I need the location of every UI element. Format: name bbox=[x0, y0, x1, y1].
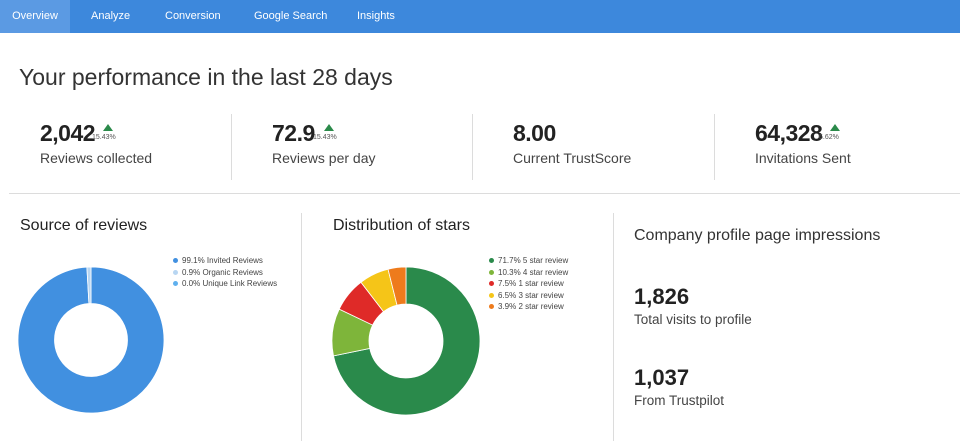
stars-slice-5-star-review bbox=[333, 267, 480, 415]
stars-legend-label: 71.7% 5 star review bbox=[498, 256, 569, 265]
trend-up-icon bbox=[324, 124, 334, 131]
legend-dot-icon bbox=[489, 292, 494, 298]
stars-legend-label: 10.3% 4 star review bbox=[498, 267, 569, 277]
legend-dot-icon bbox=[489, 269, 494, 275]
kpi-value: 8.00 bbox=[513, 120, 556, 146]
source-legend-label: 0.9% Organic Reviews bbox=[182, 267, 263, 277]
kpi-reviews-collected: 2,042 15.43% Reviews collected bbox=[40, 116, 220, 178]
stars-slice-2-star-review bbox=[387, 267, 407, 306]
source-of-reviews-donut-chart bbox=[18, 267, 164, 413]
tab-insights[interactable]: Insights bbox=[357, 10, 395, 22]
tab-conversion[interactable]: Conversion bbox=[165, 10, 221, 22]
stars-legend-label: 6.5% 3 star review bbox=[498, 290, 564, 300]
top-navigation: Overview Analyze Conversion Google Searc… bbox=[0, 0, 960, 33]
total-visits-value: 1,826 bbox=[634, 284, 690, 309]
page-title: Your performance in the last 28 days bbox=[19, 64, 393, 90]
source-legend-label: 99.1% Invited Reviews bbox=[182, 256, 263, 265]
kpi-current-trustscore: 8.00 Current TrustScore bbox=[513, 116, 693, 178]
stars-legend-label: 7.5% 1 star review bbox=[498, 279, 564, 288]
kpi-value: 72.9 bbox=[272, 120, 315, 146]
distribution-of-stars-donut-chart bbox=[332, 267, 480, 415]
source-slice-organic-reviews bbox=[86, 267, 92, 304]
kpi-label: Reviews collected bbox=[40, 150, 153, 166]
kpi-divider bbox=[714, 114, 715, 180]
trend-up-icon bbox=[830, 124, 840, 131]
kpi-reviews-per-day: 72.9 15.43% Reviews per day bbox=[272, 116, 452, 178]
kpi-label: Reviews per day bbox=[272, 150, 376, 166]
legend-dot-icon bbox=[173, 258, 178, 263]
source-legend-label: 0.0% Unique Link Reviews bbox=[182, 279, 278, 288]
kpi-divider bbox=[472, 114, 473, 180]
kpi-value: 64,328 bbox=[755, 120, 823, 146]
source-slice-invited-reviews bbox=[18, 267, 164, 413]
source-of-reviews-title: Source of reviews bbox=[20, 217, 148, 234]
legend-dot-icon bbox=[489, 304, 494, 309]
kpi-trend: 15.43% bbox=[92, 124, 126, 146]
impressions-title: Company profile page impressions bbox=[634, 227, 881, 244]
tab-overview[interactable]: Overview bbox=[0, 0, 70, 33]
kpi-label: Current TrustScore bbox=[513, 150, 632, 166]
trustpilot-visits-value: 1,037 bbox=[634, 365, 690, 390]
kpi-trend: 6.62% bbox=[819, 124, 853, 146]
distribution-of-stars-title: Distribution of stars bbox=[333, 217, 470, 234]
stars-legend-label: 3.9% 2 star review bbox=[498, 302, 564, 311]
tab-google-search[interactable]: Google Search bbox=[254, 10, 328, 22]
kpi-trend-percent: 15.43% bbox=[313, 134, 337, 141]
kpi-invitations-sent: 64,328 6.62% Invitations Sent bbox=[755, 116, 935, 178]
tab-analyze[interactable]: Analyze bbox=[91, 10, 131, 22]
panel-divider bbox=[613, 213, 614, 441]
kpi-trend-percent: 15.43% bbox=[92, 134, 116, 141]
kpi-label: Invitations Sent bbox=[755, 150, 851, 166]
trustpilot-visits-label: From Trustpilot bbox=[634, 393, 725, 408]
kpi-trend: 15.43% bbox=[313, 124, 347, 146]
legend-dot-icon bbox=[173, 269, 178, 275]
kpi-divider bbox=[231, 114, 232, 180]
section-divider bbox=[9, 193, 960, 194]
legend-dot-icon bbox=[489, 258, 494, 263]
panel-divider bbox=[301, 213, 302, 441]
total-visits-label: Total visits to profile bbox=[634, 312, 752, 327]
legend-dot-icon bbox=[173, 281, 178, 286]
kpi-trend-percent: 6.62% bbox=[819, 134, 839, 141]
kpi-value: 2,042 bbox=[40, 120, 96, 146]
trend-up-icon bbox=[103, 124, 113, 131]
legend-dot-icon bbox=[489, 281, 494, 286]
